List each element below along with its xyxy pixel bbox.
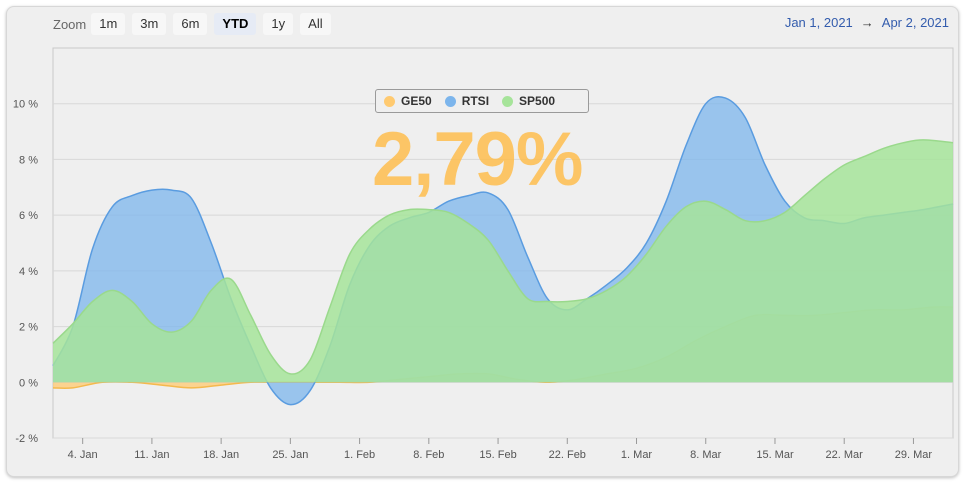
big-value-label: 2,79% xyxy=(372,117,583,202)
zoom-selector: Zoom 1m 3m 6m YTD 1y All xyxy=(53,12,338,36)
x-tick-label: 1. Feb xyxy=(344,449,375,461)
x-tick-label: 8. Mar xyxy=(690,449,722,461)
x-tick-label: 22. Feb xyxy=(549,449,586,461)
x-tick-label: 4. Jan xyxy=(68,449,98,461)
legend-label-ge50: GE50 xyxy=(401,94,432,108)
x-tick-label: 18. Jan xyxy=(203,449,239,461)
zoom-button-ytd[interactable]: YTD xyxy=(214,13,257,35)
legend: GE50 RTSI SP500 xyxy=(375,89,589,113)
zoom-button-6m[interactable]: 6m xyxy=(173,13,208,35)
ge50-dot-icon xyxy=(384,95,395,107)
legend-label-rtsi: RTSI xyxy=(461,94,490,108)
y-tick-label: 0 % xyxy=(19,377,38,389)
x-tick-label: 29. Mar xyxy=(895,449,933,461)
y-tick-label: -2 % xyxy=(15,433,38,445)
rtsi-dot-icon xyxy=(444,95,456,107)
series-area-sp500 xyxy=(53,139,953,383)
sp500-dot-icon xyxy=(502,95,514,107)
range-from-date[interactable]: Jan 1, 2021 xyxy=(784,15,853,30)
legend-item-rtsi[interactable]: RTSI xyxy=(444,94,490,108)
y-tick-label: 2 % xyxy=(19,322,38,334)
zoom-label: Zoom xyxy=(53,16,87,32)
x-tick-label: 1. Mar xyxy=(621,449,653,461)
y-tick-label: 8 % xyxy=(19,154,38,166)
y-axis: -2 % 0 % 2 % 4 % 6 % 8 % 10 % xyxy=(13,99,38,445)
zoom-button-all[interactable]: All xyxy=(300,13,331,35)
series-line-sp500 xyxy=(52,139,954,375)
x-tick-label: 15. Feb xyxy=(479,449,516,461)
zoom-button-3m[interactable]: 3m xyxy=(132,13,167,35)
y-tick-label: 4 % xyxy=(19,266,38,278)
x-tick-label: 15. Mar xyxy=(756,449,794,461)
y-tick-label: 6 % xyxy=(19,210,38,222)
range-arrow-icon: → xyxy=(860,15,874,30)
x-tick-label: 11. Jan xyxy=(134,449,169,461)
series-areas xyxy=(52,96,954,406)
x-tick-label: 22. Mar xyxy=(826,449,864,461)
range-to-date[interactable]: Apr 2, 2021 xyxy=(881,15,949,30)
x-axis: 4. Jan 11. Jan 18. Jan 25. Jan 1. Feb 8. Feb 1… xyxy=(68,438,933,461)
x-tick-label: 8. Feb xyxy=(413,449,444,461)
x-tick-label: 25. Jan xyxy=(272,449,308,461)
zoom-button-1m[interactable]: 1m xyxy=(91,13,126,35)
date-range: Jan 1, 2021 → Apr 2, 2021 xyxy=(785,15,949,30)
zoom-button-1y[interactable]: 1y xyxy=(263,13,294,35)
legend-item-ge50[interactable]: GE50 xyxy=(384,94,432,108)
legend-label-sp500: SP500 xyxy=(519,94,556,108)
legend-item-sp500[interactable]: SP500 xyxy=(502,94,555,108)
y-tick-label: 10 % xyxy=(13,99,38,111)
